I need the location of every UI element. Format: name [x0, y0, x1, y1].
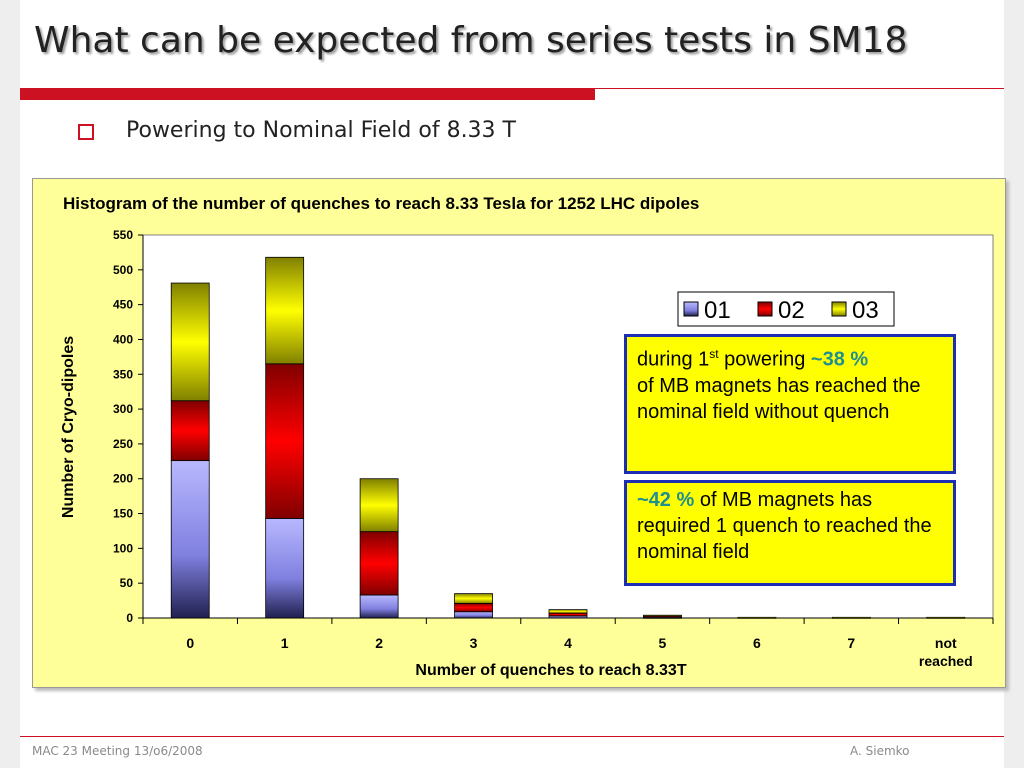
- bar-segment-03-cat-7: [831, 616, 871, 619]
- y-tick-label: 200: [113, 472, 133, 486]
- bar-segment-02-cat-0: [170, 400, 210, 462]
- chart-legend: 01 02 03: [677, 291, 895, 327]
- x-tick-label: 4: [564, 635, 572, 651]
- annot1-sup: st: [709, 347, 719, 361]
- y-tick-label: 250: [113, 437, 133, 451]
- x-axis-label: Number of quenches to reach 8.33T: [415, 662, 686, 679]
- bar-segment-03-cat-4: [548, 609, 588, 614]
- bullet-text: Powering to Nominal Field of 8.33 T: [126, 118, 516, 143]
- x-tick-label: not reached: [919, 635, 973, 669]
- annot2-highlight: ~42 %: [637, 489, 695, 511]
- title-underline-line: [595, 88, 1004, 89]
- bar-segment-01-cat-2: [359, 594, 399, 619]
- legend-label-03: 03: [852, 297, 879, 324]
- bar-segment-03-cat-0: [170, 282, 210, 402]
- bullet-square-icon: [78, 124, 94, 140]
- bar-segment-03-cat-6: [737, 616, 777, 619]
- y-tick-label: 0: [126, 611, 133, 625]
- annotation-box-no-quench: during 1st powering ~38 % of MB magnets h…: [624, 334, 956, 474]
- annot1-text-b: powering: [718, 348, 811, 371]
- slide-title: What can be expected from series tests i…: [34, 20, 908, 61]
- y-tick-label: 550: [113, 228, 133, 242]
- x-tick-label: 1: [281, 635, 289, 651]
- footer-author: A. Siemko: [850, 744, 910, 758]
- legend-swatch-01: [683, 301, 699, 317]
- chart-title: Histogram of the number of quenches to r…: [63, 194, 699, 213]
- y-axis-label: Number of Cryo-dipoles: [60, 336, 77, 518]
- annot2-text-c: of MB magnets has required 1 quench to r…: [637, 489, 932, 563]
- legend-label-01: 01: [704, 297, 731, 324]
- bar-segment-03-cat-3: [454, 593, 493, 604]
- bar-segment-02-cat-1: [265, 363, 305, 519]
- y-tick-label: 450: [113, 298, 133, 312]
- legend-box: [677, 291, 895, 327]
- annotation-box-one-quench: ~42 % of MB magnets has required 1 quenc…: [624, 480, 956, 586]
- bar-segment-02-cat-4: [548, 612, 588, 617]
- x-tick-label: 3: [470, 635, 478, 651]
- bar-segment-02-cat-3: [454, 602, 493, 613]
- legend-swatch-02: [757, 301, 773, 317]
- title-underline-bar: [20, 88, 595, 100]
- footer-line: [20, 736, 1004, 737]
- y-tick-label: 300: [113, 402, 133, 416]
- annot1-text-c: of MB magnets has reached the nominal fi…: [637, 374, 921, 423]
- y-tick-label: 500: [113, 263, 133, 277]
- y-tick-label: 50: [120, 576, 134, 590]
- footer-meeting: MAC 23 Meeting 13/o6/2008: [32, 744, 203, 758]
- right-side-stripe: [1004, 0, 1024, 768]
- annot1-highlight: ~38 %: [810, 348, 869, 371]
- y-tick-label: 400: [113, 332, 133, 346]
- bar-segment-01-cat-1: [265, 518, 305, 619]
- y-tick-label: 350: [113, 367, 133, 381]
- x-tick-label: 2: [375, 635, 383, 651]
- bars: [170, 256, 966, 619]
- x-tick-label: 0: [186, 635, 194, 651]
- bar-segment-03-cat-8: [926, 616, 966, 619]
- x-tick-label: 7: [847, 635, 855, 651]
- y-tick-label: 100: [113, 541, 133, 555]
- bar-segment-02-cat-2: [359, 531, 399, 596]
- y-axis: 0 50 100 150 200 250 300 350 400 450 500 550: [113, 228, 144, 625]
- bar-segment-03-cat-2: [359, 478, 399, 533]
- left-side-stripe: [0, 0, 20, 768]
- x-tick-label: 5: [659, 635, 667, 651]
- annot1-text-a: during 1: [637, 348, 710, 371]
- bar-segment-03-cat-1: [265, 256, 305, 365]
- bar-segment-03-cat-5: [643, 614, 682, 617]
- y-tick-label: 150: [113, 507, 133, 521]
- x-tick-label: 6: [753, 635, 761, 651]
- bar-segment-01-cat-3: [454, 611, 493, 619]
- legend-label-02: 02: [778, 297, 805, 324]
- bar-segment-01-cat-0: [170, 460, 210, 619]
- legend-swatch-03: [831, 301, 847, 317]
